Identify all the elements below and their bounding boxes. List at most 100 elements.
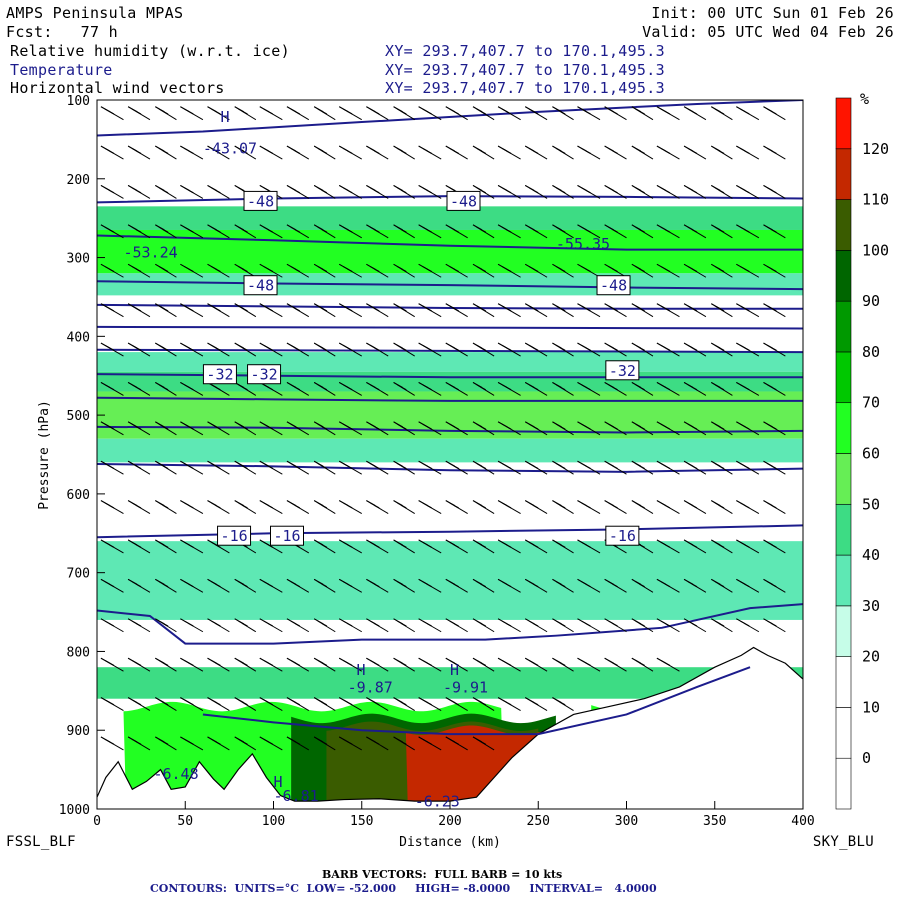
wind-barb-flag xyxy=(374,544,379,548)
wind-barb-flag xyxy=(188,150,194,154)
wind-barb-13-8 xyxy=(445,421,468,436)
wind-barb-flag xyxy=(718,150,724,154)
wind-barb-flag xyxy=(771,622,777,627)
wind-barb-flag xyxy=(321,150,327,154)
wind-barb-21-4 xyxy=(656,263,680,278)
contour-label-10: -16 xyxy=(221,527,248,545)
wind-barb-flag xyxy=(294,741,300,745)
wind-barb-2-16 xyxy=(155,736,177,751)
wind-barb-12-14 xyxy=(418,657,442,672)
wind-barb-13-5 xyxy=(445,303,468,318)
wind-barb-19-5 xyxy=(604,303,627,318)
colorbar-swatch-2 xyxy=(835,656,852,708)
wind-barb-6-5 xyxy=(259,303,283,318)
x-tick-label-7: 350 xyxy=(703,814,726,829)
wind-barb-flag xyxy=(108,189,114,194)
wind-barb-2-8 xyxy=(155,421,177,436)
wind-barb-flag xyxy=(559,701,565,706)
wind-barb-19-7 xyxy=(604,381,627,396)
wind-barb-flag xyxy=(559,622,565,627)
wind-barb-3-16 xyxy=(180,736,204,751)
wind-barb-flag xyxy=(426,622,432,627)
wind-barb-9-0 xyxy=(338,106,362,121)
wind-barb-10-1 xyxy=(366,145,389,160)
wind-barb-19-9 xyxy=(604,460,627,475)
wind-barb-14-16 xyxy=(472,736,495,751)
wind-barb-flag xyxy=(267,544,273,548)
wind-barb-6-8 xyxy=(259,421,283,436)
barb-vector-note: BARB VECTORS: FULL BARB = 10 kts xyxy=(322,868,563,881)
wind-barb-flag xyxy=(639,189,645,194)
x-tick-label-0: 0 xyxy=(93,814,101,829)
wind-barb-flag xyxy=(242,622,248,627)
contour-label-0: -43.07 xyxy=(203,140,257,158)
wind-barb-flag xyxy=(505,583,511,587)
wind-barb-8-10 xyxy=(313,500,336,515)
wind-barb-4-1 xyxy=(207,145,230,160)
wind-barb-0-12 xyxy=(100,578,124,593)
wind-barb-flag xyxy=(691,268,697,272)
colorbar-level-8: 80 xyxy=(862,343,880,361)
wind-barb-23-9 xyxy=(711,460,733,475)
wind-barb-17-14 xyxy=(552,657,574,672)
wind-barb-flag xyxy=(321,504,327,509)
wind-barb-flag xyxy=(639,268,645,272)
wind-barb-flag xyxy=(347,229,353,233)
wind-barb-flag xyxy=(505,386,511,391)
wind-barb-21-9 xyxy=(656,460,680,475)
wind-barb-9-7 xyxy=(338,381,362,396)
terrain-layer xyxy=(96,646,804,809)
wind-barb-flag xyxy=(267,583,273,587)
wind-barb-flag xyxy=(188,701,194,706)
wind-barb-flag xyxy=(400,347,406,351)
wind-barb-9-16 xyxy=(338,736,362,751)
wind-barb-flag xyxy=(374,150,379,154)
x-tick-label-5: 250 xyxy=(527,814,550,829)
wind-barb-flag xyxy=(480,504,486,509)
wind-barb-flag xyxy=(505,268,511,272)
wind-barb-flag xyxy=(771,426,777,430)
rh-band-6 xyxy=(97,438,803,463)
wind-barb-11-1 xyxy=(393,145,415,160)
wind-barb-flag xyxy=(374,465,379,469)
wind-barb-20-8 xyxy=(631,421,654,436)
wind-barb-flag xyxy=(718,347,724,351)
wind-barb-flag xyxy=(505,426,511,430)
wind-barb-18-6 xyxy=(577,342,601,357)
wind-barb-7-12 xyxy=(286,578,310,593)
wind-barb-flag xyxy=(135,426,141,430)
wind-barb-2-9 xyxy=(155,460,177,475)
wind-barb-17-3 xyxy=(552,224,574,239)
wind-barb-24-3 xyxy=(736,224,760,239)
wind-barb-6-16 xyxy=(259,736,283,751)
wind-barb-flag xyxy=(267,622,273,627)
wind-barb-flag xyxy=(532,465,538,469)
wind-barb-13-12 xyxy=(445,578,468,593)
wind-barb-19-6 xyxy=(604,342,627,357)
wind-barb-flag xyxy=(505,110,511,115)
wind-barb-flag xyxy=(215,741,221,745)
y-axis-label: Pressure (hPa) xyxy=(37,400,52,510)
wind-barb-13-10 xyxy=(445,500,468,515)
wind-barb-12-15 xyxy=(418,697,442,711)
wind-barb-7-14 xyxy=(286,657,310,672)
wind-barb-flag xyxy=(639,583,645,587)
model-title: AMPS Peninsula MPAS xyxy=(6,4,184,22)
wind-barb-21-3 xyxy=(656,224,680,239)
wind-barb-0-9 xyxy=(100,460,124,475)
colorbar-swatch-10 xyxy=(835,250,852,302)
wind-barb-16-10 xyxy=(524,500,548,515)
wind-barb-21-0 xyxy=(656,106,680,121)
wind-barb-12-4 xyxy=(418,263,442,278)
wind-barb-flag xyxy=(135,347,141,351)
colorbar-swatch-4 xyxy=(835,554,852,607)
wind-barb-12-16 xyxy=(418,736,442,751)
wind-barb-flag xyxy=(559,504,565,509)
colorbar-level-7: 70 xyxy=(862,394,880,412)
wind-barb-flag xyxy=(639,307,645,312)
x-tick-label-2: 100 xyxy=(262,814,285,829)
contour-label-11: -16 xyxy=(274,527,301,545)
wind-barb-1-1 xyxy=(127,145,151,160)
y-tick-label-7: 800 xyxy=(67,645,90,660)
